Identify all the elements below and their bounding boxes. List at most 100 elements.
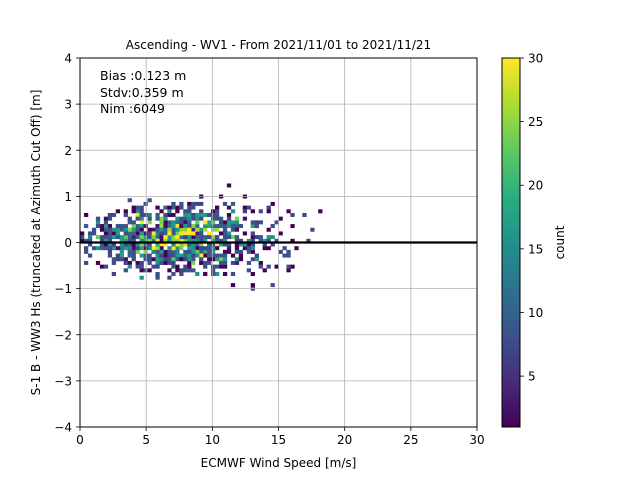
heatmap-cell bbox=[187, 260, 192, 265]
heatmap-cell bbox=[83, 246, 89, 251]
heatmap-cell bbox=[230, 220, 236, 225]
heatmap-cell bbox=[80, 238, 85, 243]
heatmap-cell bbox=[167, 257, 172, 262]
heatmap-cell bbox=[167, 260, 172, 265]
heatmap-cell bbox=[139, 235, 144, 240]
heatmap-cell bbox=[95, 224, 101, 229]
heatmap-cell bbox=[95, 235, 101, 240]
heatmap-cell bbox=[83, 238, 89, 243]
heatmap-cell bbox=[183, 220, 188, 225]
heatmap-cell bbox=[99, 224, 105, 229]
heatmap-cell bbox=[179, 201, 184, 206]
heatmap-cell bbox=[278, 231, 283, 236]
heatmap-cell bbox=[214, 242, 220, 247]
heatmap-cell bbox=[199, 249, 204, 254]
heatmap-cell bbox=[171, 260, 176, 265]
x-tick-label: 5 bbox=[142, 433, 150, 447]
heatmap-cell bbox=[159, 260, 164, 265]
heatmap-cell bbox=[262, 242, 267, 247]
heatmap-cell bbox=[111, 235, 117, 240]
heatmap-cell bbox=[95, 246, 101, 251]
heatmap-cell bbox=[107, 231, 113, 236]
heatmap-cell bbox=[147, 242, 152, 247]
y-tick-label: −1 bbox=[54, 282, 72, 296]
heatmap-cell bbox=[127, 249, 132, 254]
heatmap-cell bbox=[159, 249, 164, 254]
heatmap-cell bbox=[214, 212, 220, 217]
heatmap-cell bbox=[107, 235, 113, 240]
heatmap-cell bbox=[127, 231, 132, 236]
heatmap-cell bbox=[214, 216, 220, 221]
heatmap-cell bbox=[195, 216, 200, 221]
y-tick-label: 4 bbox=[64, 52, 72, 66]
heatmap-cell bbox=[230, 283, 236, 288]
heatmap-cell bbox=[250, 246, 255, 251]
heatmap-cell bbox=[203, 253, 208, 258]
heatmap-cell bbox=[139, 205, 144, 210]
heatmap-cell bbox=[159, 216, 164, 221]
heatmap-cell bbox=[111, 242, 117, 247]
heatmap-cell bbox=[135, 246, 140, 251]
heatmap-cell bbox=[214, 272, 220, 277]
heatmap-cell bbox=[80, 235, 85, 240]
heatmap-cell bbox=[155, 216, 160, 221]
heatmap-cell bbox=[99, 264, 105, 269]
heatmap-cell bbox=[147, 212, 152, 217]
heatmap-cell bbox=[131, 246, 136, 251]
heatmap-cell bbox=[131, 242, 136, 247]
heatmap-cell bbox=[203, 235, 208, 240]
heatmap-cell bbox=[103, 235, 109, 240]
heatmap-cell bbox=[103, 264, 109, 269]
heatmap-cell bbox=[107, 238, 113, 243]
heatmap-cell bbox=[282, 253, 287, 258]
heatmap-cell bbox=[107, 212, 113, 217]
heatmap-cell bbox=[310, 227, 315, 232]
heatmap-cell bbox=[80, 231, 85, 236]
y-tick-label: −3 bbox=[54, 374, 72, 388]
heatmap-cell bbox=[183, 235, 188, 240]
heatmap-cell bbox=[163, 224, 168, 229]
heatmap-cell bbox=[234, 216, 240, 221]
heatmap-cells bbox=[80, 183, 323, 291]
heatmap-cell bbox=[147, 220, 152, 225]
heatmap-cell bbox=[155, 275, 160, 280]
heatmap-cell bbox=[187, 235, 192, 240]
heatmap-cell bbox=[167, 275, 172, 280]
heatmap-cell bbox=[199, 253, 204, 258]
heatmap-cell bbox=[191, 257, 196, 262]
heatmap-cell bbox=[278, 249, 283, 254]
heatmap-cell bbox=[230, 209, 236, 214]
heatmap-cell bbox=[163, 216, 168, 221]
heatmap-cell bbox=[151, 227, 156, 232]
heatmap-cell bbox=[250, 235, 255, 240]
heatmap-cell bbox=[218, 253, 224, 258]
heatmap-cell bbox=[211, 249, 216, 254]
heatmap-cell bbox=[234, 224, 240, 229]
heatmap-cell bbox=[207, 260, 212, 265]
heatmap-cell bbox=[230, 260, 236, 265]
heatmap-cell bbox=[258, 209, 263, 214]
heatmap-cell bbox=[207, 246, 212, 251]
heatmap-cell bbox=[131, 220, 136, 225]
heatmap-cell bbox=[187, 201, 192, 206]
heatmap-cell bbox=[214, 227, 220, 232]
heatmap-cell bbox=[163, 253, 168, 258]
heatmap-cell bbox=[119, 253, 124, 258]
heatmap-cell bbox=[179, 268, 184, 273]
heatmap-cell bbox=[214, 246, 220, 251]
heatmap-cell bbox=[286, 264, 291, 269]
heatmap-cell bbox=[131, 209, 136, 214]
heatmap-cell bbox=[218, 220, 224, 225]
heatmap-cell bbox=[175, 235, 180, 240]
heatmap-cell bbox=[147, 198, 152, 203]
heatmap-cell bbox=[187, 253, 192, 258]
heatmap-cell bbox=[246, 205, 252, 210]
heatmap-cell bbox=[191, 253, 196, 258]
heatmap-cell bbox=[175, 268, 180, 273]
heatmap-cell bbox=[91, 227, 97, 232]
colorbar-tick-label: 15 bbox=[528, 242, 543, 256]
heatmap-cell bbox=[246, 268, 252, 273]
heatmap-cell bbox=[119, 246, 124, 251]
heatmap-cell bbox=[175, 220, 180, 225]
heatmap-cell bbox=[87, 238, 93, 243]
